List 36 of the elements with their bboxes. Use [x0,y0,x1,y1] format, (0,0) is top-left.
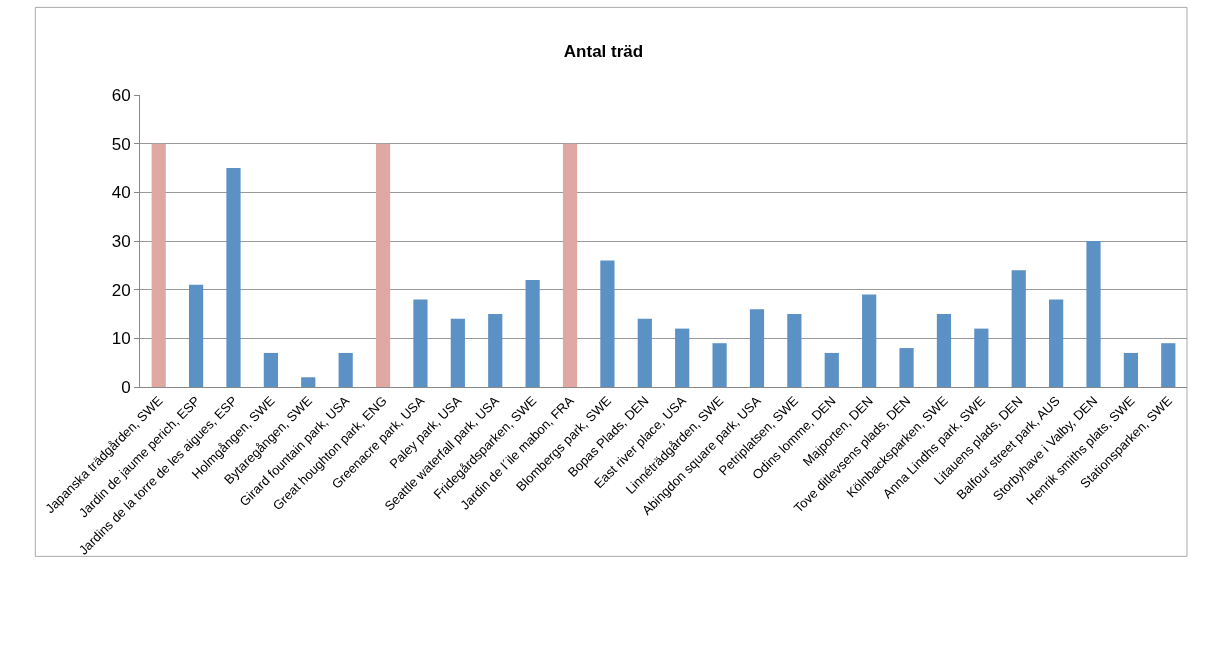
bar [787,314,802,387]
bar [338,352,353,387]
bar [301,377,316,387]
y-tick-label: 40 [111,183,131,203]
chart-title: Antal träd [563,42,644,62]
bar [1123,352,1139,387]
bar [525,279,540,387]
y-tick-label: 10 [111,329,131,349]
y-tick-label: 30 [111,231,131,251]
bar [749,309,765,387]
bar [1086,241,1101,387]
bar [675,328,690,387]
y-tick-label: 50 [111,134,131,154]
y-tick-label: 0 [121,377,131,397]
bar [226,168,241,387]
bar [1011,270,1026,387]
bar [899,348,914,387]
bar [936,314,952,387]
bar [712,343,727,387]
bar [600,260,615,387]
bar [637,318,652,387]
bar [824,352,839,387]
bar [562,143,578,387]
bar [974,328,989,387]
bar [413,299,428,387]
bar [188,284,204,387]
bar [151,143,166,387]
bar [488,314,503,387]
y-tick-label: 60 [111,85,131,105]
bar [375,143,391,387]
y-tick-label: 20 [111,280,131,300]
bar [450,318,465,387]
bar [1161,343,1176,387]
bar [1049,299,1064,387]
bar [862,294,877,387]
bar [263,352,278,387]
